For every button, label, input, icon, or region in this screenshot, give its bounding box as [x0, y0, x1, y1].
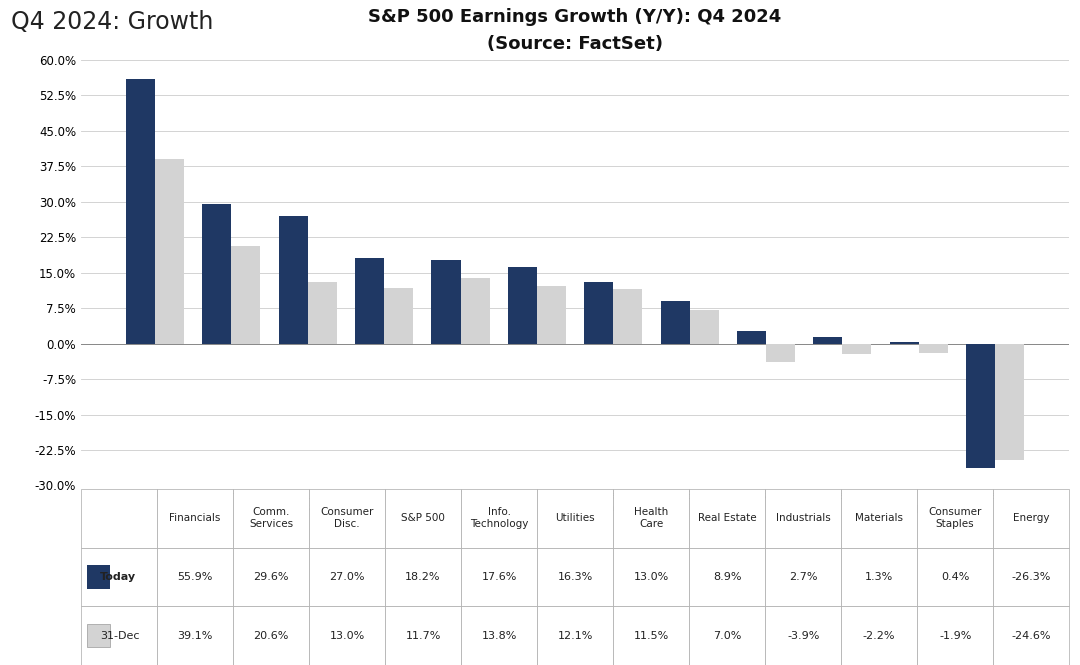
Text: -1.9%: -1.9% — [939, 630, 971, 640]
Title: S&P 500 Earnings Growth (Y/Y): Q4 2024
(Source: FactSet): S&P 500 Earnings Growth (Y/Y): Q4 2024 (… — [368, 9, 782, 53]
Text: Today: Today — [100, 572, 136, 582]
Bar — [584, 282, 613, 344]
Text: Comm.
Services: Comm. Services — [249, 507, 293, 529]
Bar — [842, 344, 872, 354]
Text: 20.6%: 20.6% — [254, 630, 288, 640]
Text: 39.1%: 39.1% — [177, 630, 213, 640]
Bar — [737, 331, 766, 344]
Bar — [537, 287, 566, 344]
Text: Info.
Technology: Info. Technology — [470, 507, 528, 529]
Bar — [308, 282, 337, 344]
Text: Materials: Materials — [855, 513, 903, 523]
Text: S&P 500: S&P 500 — [401, 513, 445, 523]
Text: 11.7%: 11.7% — [405, 630, 441, 640]
Text: Consumer
Disc.: Consumer Disc. — [321, 507, 374, 529]
Bar — [967, 344, 996, 468]
Text: 31-Dec: 31-Dec — [100, 630, 139, 640]
Text: Energy: Energy — [1013, 513, 1050, 523]
Text: Q4 2024: Growth: Q4 2024: Growth — [11, 10, 213, 34]
Bar — [919, 344, 948, 352]
Text: -26.3%: -26.3% — [1012, 572, 1051, 582]
Text: 1.3%: 1.3% — [865, 572, 893, 582]
Text: -3.9%: -3.9% — [787, 630, 820, 640]
Text: 55.9%: 55.9% — [177, 572, 213, 582]
Bar — [613, 289, 643, 344]
Text: 13.0%: 13.0% — [634, 572, 669, 582]
Text: Consumer
Staples: Consumer Staples — [929, 507, 982, 529]
Bar — [661, 301, 690, 344]
Text: 2.7%: 2.7% — [788, 572, 818, 582]
Text: 8.9%: 8.9% — [713, 572, 741, 582]
Bar — [460, 279, 489, 344]
Bar — [508, 267, 537, 344]
Bar — [690, 311, 718, 344]
Bar — [813, 337, 842, 344]
Bar — [766, 344, 795, 362]
Bar — [126, 79, 154, 344]
Text: 12.1%: 12.1% — [557, 630, 593, 640]
Bar — [890, 342, 919, 344]
Text: -2.2%: -2.2% — [863, 630, 895, 640]
Text: -24.6%: -24.6% — [1012, 630, 1051, 640]
Bar — [231, 246, 260, 344]
Text: Utilities: Utilities — [555, 513, 595, 523]
Text: Industrials: Industrials — [775, 513, 831, 523]
Bar — [384, 288, 414, 344]
Text: 0.4%: 0.4% — [941, 572, 970, 582]
Text: 13.0%: 13.0% — [329, 630, 365, 640]
Text: 18.2%: 18.2% — [405, 572, 441, 582]
Text: 29.6%: 29.6% — [254, 572, 288, 582]
Text: 11.5%: 11.5% — [634, 630, 669, 640]
Bar — [432, 261, 460, 344]
Bar — [154, 159, 184, 344]
Text: Health
Care: Health Care — [634, 507, 669, 529]
Bar — [355, 257, 384, 344]
Bar — [279, 216, 308, 344]
Bar — [996, 344, 1024, 460]
Text: 17.6%: 17.6% — [482, 572, 516, 582]
Text: 27.0%: 27.0% — [329, 572, 365, 582]
Text: 13.8%: 13.8% — [482, 630, 516, 640]
Text: Financials: Financials — [170, 513, 220, 523]
Text: 7.0%: 7.0% — [713, 630, 741, 640]
Bar — [202, 203, 231, 344]
Text: 16.3%: 16.3% — [557, 572, 593, 582]
Text: Real Estate: Real Estate — [698, 513, 756, 523]
